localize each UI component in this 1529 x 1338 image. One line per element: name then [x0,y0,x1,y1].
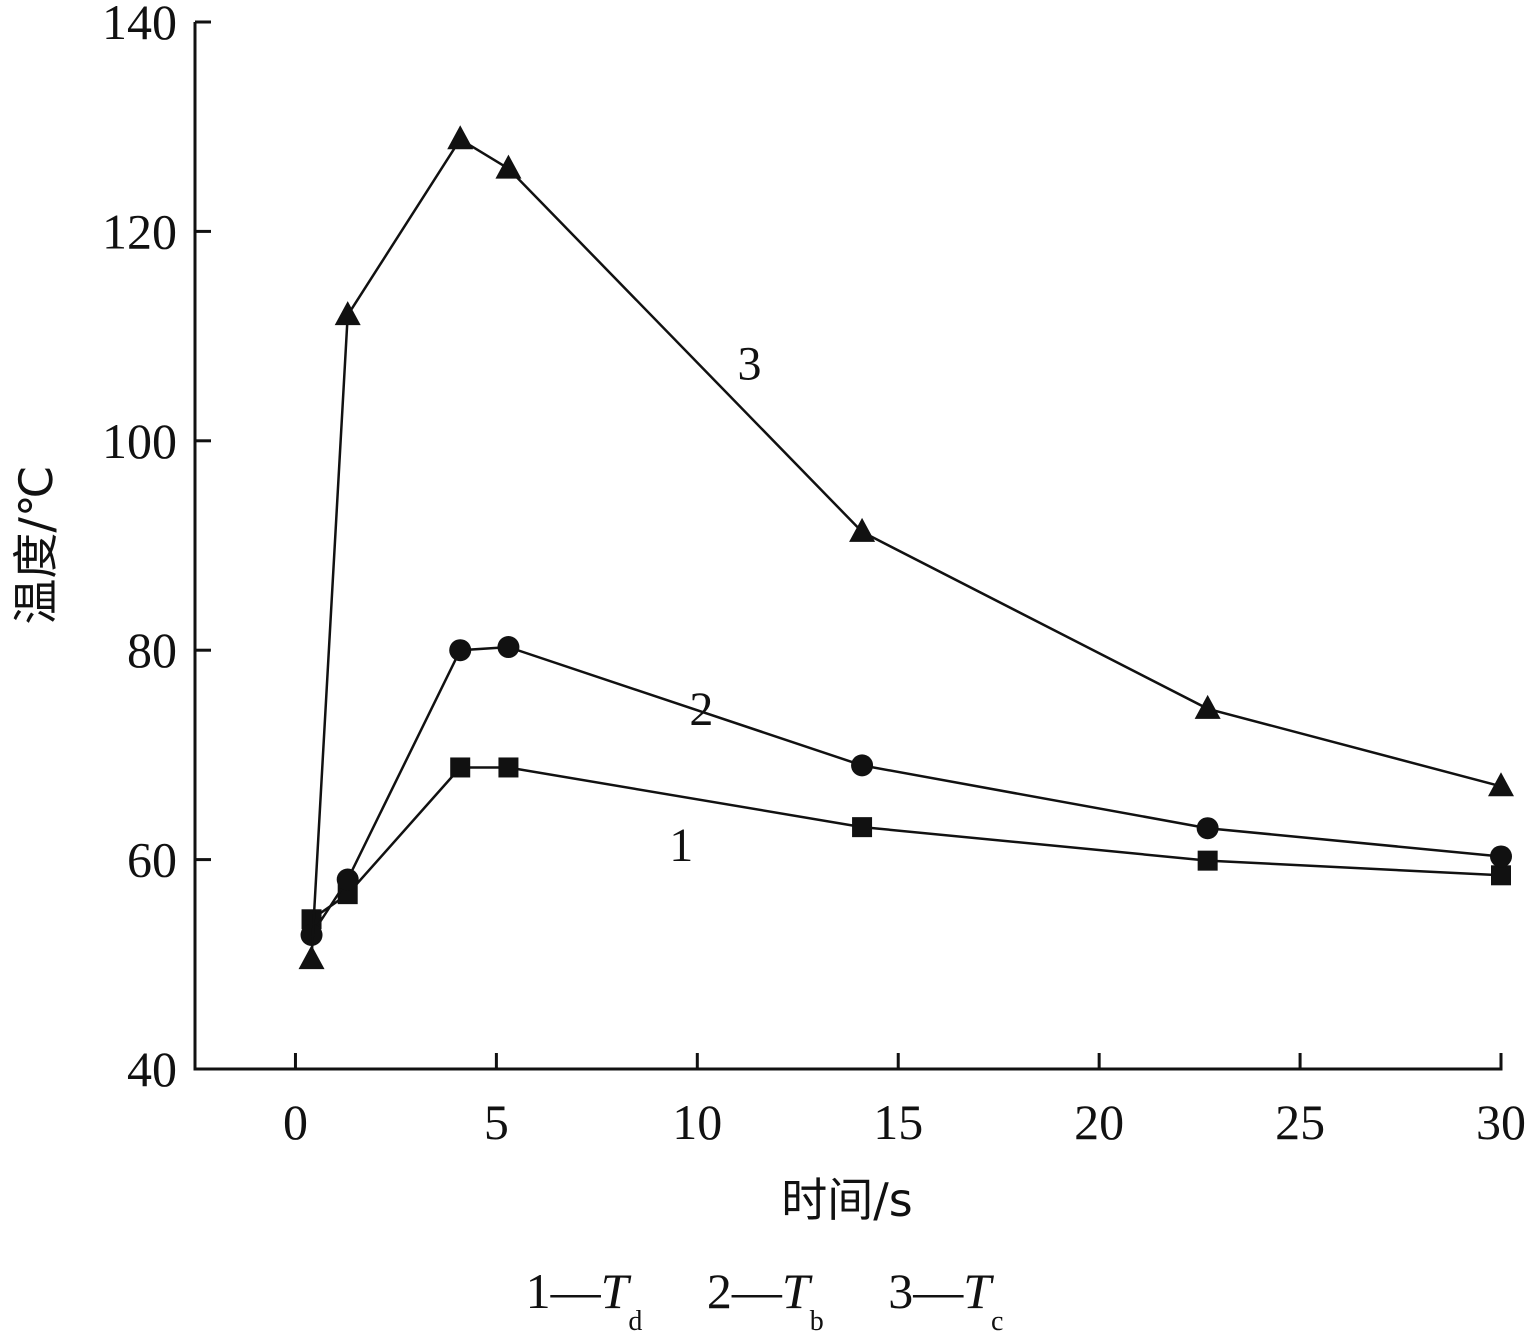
square-marker [450,757,471,778]
legend-entry-2: 2—Tb [707,1262,824,1338]
y-tick-label: 80 [127,622,177,678]
triangle-marker [495,154,522,179]
curve-label-2: 2 [689,683,713,736]
circle-marker [449,639,472,662]
circle-marker [1490,845,1512,868]
y-tick-label: 100 [102,413,177,469]
legend-subscript: b [809,1306,824,1337]
legend-symbol: T [781,1263,810,1319]
x-tick-label: 15 [873,1094,923,1150]
y-tick-label: 120 [102,203,177,259]
legend-subscript: d [628,1306,643,1337]
triangle-marker [447,125,474,150]
square-marker [301,909,322,930]
circle-marker [300,923,323,946]
ticks: 40 60 80 100 120 140 0 5 10 15 20 25 30 [102,0,1526,1150]
legend: 1—Td 2—Tb 3—Tc [0,1262,1529,1338]
circle-marker [1196,817,1219,840]
legend-entry-1: 1—Td [526,1262,643,1338]
circle-marker [497,636,520,659]
legend-entry-3: 3—Tc [888,1262,1003,1338]
x-tick-label: 30 [1476,1094,1526,1150]
series-3 [298,125,1514,970]
square-marker [852,817,873,838]
legend-symbol: T [963,1263,991,1319]
legend-subscript: c [991,1306,1004,1337]
x-tick-label: 25 [1275,1094,1325,1150]
triangle-marker [334,301,361,326]
legend-symbol: T [600,1263,629,1319]
series-line-3 [310,137,1502,960]
triangle-marker [1194,694,1221,719]
series-line-1 [310,766,1502,921]
triangle-marker [1488,772,1514,797]
series-line-2 [310,645,1502,936]
square-marker [1197,850,1218,871]
curve-label-3: 3 [738,337,762,390]
x-tick-label: 0 [283,1094,308,1150]
y-tick-label: 60 [127,832,177,888]
square-marker [498,757,519,778]
triangle-marker [298,945,325,970]
y-axis-title: 温度/℃ [9,465,63,624]
curve-label-1: 1 [669,819,693,872]
y-tick-label: 40 [127,1041,177,1097]
curve-labels: 1 2 3 [669,337,761,872]
x-tick-label: 5 [484,1094,509,1150]
y-tick-label: 140 [102,0,177,50]
series-1 [301,757,1511,930]
x-tick-label: 20 [1074,1094,1124,1150]
triangle-marker [849,517,876,542]
legend-num: 3— [888,1263,964,1319]
axes [193,22,1503,1071]
circle-marker [336,868,359,891]
series-2 [300,636,1512,946]
circle-marker [851,754,874,777]
square-marker [1491,865,1511,886]
x-tick-label: 10 [672,1094,722,1150]
x-axis-title: 时间/s [781,1173,912,1227]
series-group [298,125,1514,970]
legend-num: 1— [525,1263,601,1319]
legend-num: 2— [706,1263,782,1319]
